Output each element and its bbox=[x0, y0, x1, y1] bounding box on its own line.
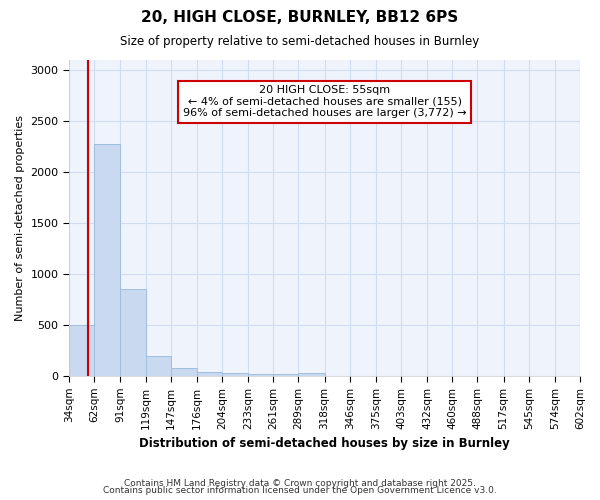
Y-axis label: Number of semi-detached properties: Number of semi-detached properties bbox=[15, 115, 25, 321]
Bar bbox=[94, 144, 121, 376]
Bar bbox=[248, 374, 273, 376]
Text: Size of property relative to semi-detached houses in Burnley: Size of property relative to semi-detach… bbox=[121, 35, 479, 48]
Text: Contains public sector information licensed under the Open Government Licence v3: Contains public sector information licen… bbox=[103, 486, 497, 495]
Bar bbox=[146, 356, 171, 376]
Text: 20 HIGH CLOSE: 55sqm
← 4% of semi-detached houses are smaller (155)
96% of semi-: 20 HIGH CLOSE: 55sqm ← 4% of semi-detach… bbox=[183, 86, 466, 118]
Bar bbox=[69, 325, 94, 376]
Bar bbox=[222, 372, 248, 376]
Text: 20, HIGH CLOSE, BURNLEY, BB12 6PS: 20, HIGH CLOSE, BURNLEY, BB12 6PS bbox=[142, 10, 458, 25]
Text: Contains HM Land Registry data © Crown copyright and database right 2025.: Contains HM Land Registry data © Crown c… bbox=[124, 478, 476, 488]
Bar bbox=[298, 372, 325, 376]
Bar bbox=[273, 374, 298, 376]
X-axis label: Distribution of semi-detached houses by size in Burnley: Distribution of semi-detached houses by … bbox=[139, 437, 510, 450]
Bar bbox=[121, 290, 146, 376]
Bar bbox=[197, 372, 222, 376]
Bar bbox=[171, 368, 197, 376]
